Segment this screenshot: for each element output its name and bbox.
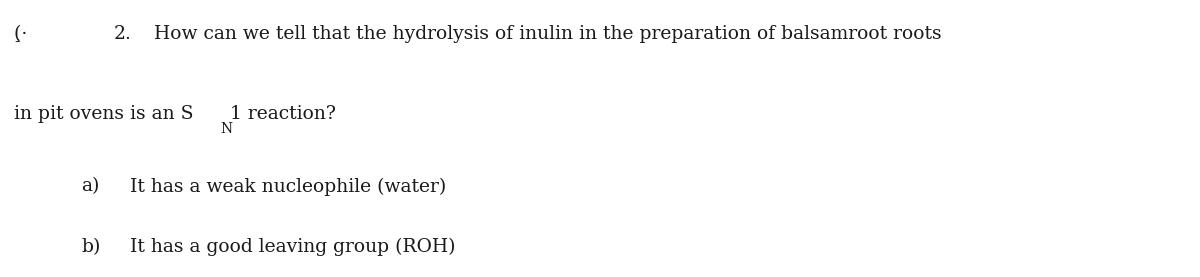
Text: (̧·: (̧· [14, 25, 28, 43]
Text: It has a good leaving group (ROH): It has a good leaving group (ROH) [130, 238, 455, 257]
Text: N: N [221, 122, 233, 136]
Text: b): b) [82, 238, 101, 256]
Text: 1 reaction?: 1 reaction? [229, 105, 336, 123]
Text: a): a) [82, 177, 100, 195]
Text: It has a weak nucleophile (water): It has a weak nucleophile (water) [130, 177, 446, 196]
Text: How can we tell that the hydrolysis of inulin in the preparation of balsamroot r: How can we tell that the hydrolysis of i… [154, 25, 941, 43]
Text: in pit ovens is an S: in pit ovens is an S [14, 105, 194, 123]
Text: 2.: 2. [114, 25, 132, 43]
